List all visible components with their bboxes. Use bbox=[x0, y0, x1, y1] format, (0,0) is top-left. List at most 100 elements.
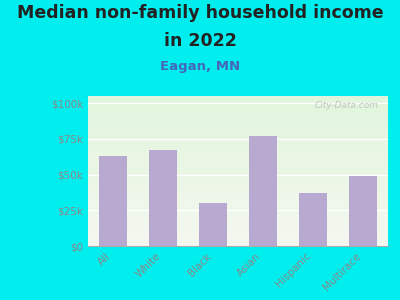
Bar bbox=[88, 116, 388, 117]
Bar bbox=[88, 168, 388, 170]
Bar bbox=[88, 189, 388, 190]
Bar bbox=[199, 203, 227, 246]
Bar bbox=[88, 196, 388, 198]
Bar bbox=[88, 124, 388, 126]
Bar bbox=[88, 154, 388, 156]
Bar bbox=[88, 148, 388, 150]
Bar bbox=[88, 238, 388, 240]
Bar bbox=[88, 194, 388, 195]
Bar bbox=[88, 159, 388, 160]
Bar bbox=[88, 152, 388, 153]
Bar bbox=[88, 130, 388, 132]
Bar bbox=[88, 243, 388, 244]
Bar bbox=[88, 102, 388, 104]
Bar bbox=[88, 96, 388, 98]
Bar bbox=[88, 108, 388, 110]
Bar bbox=[88, 244, 388, 246]
Bar bbox=[88, 142, 388, 144]
Bar bbox=[88, 198, 388, 200]
Bar bbox=[88, 207, 388, 208]
Bar bbox=[88, 230, 388, 231]
Bar bbox=[88, 117, 388, 118]
Text: City-Data.com: City-Data.com bbox=[315, 100, 379, 109]
Bar bbox=[88, 200, 388, 201]
Bar bbox=[88, 112, 388, 114]
Bar bbox=[88, 98, 388, 99]
Bar bbox=[88, 226, 388, 228]
Bar bbox=[88, 240, 388, 242]
Bar bbox=[88, 220, 388, 222]
Bar bbox=[88, 150, 388, 152]
Bar bbox=[88, 140, 388, 141]
Bar bbox=[88, 219, 388, 220]
Bar bbox=[88, 146, 388, 147]
Bar bbox=[88, 212, 388, 213]
Bar bbox=[88, 228, 388, 230]
Bar bbox=[88, 182, 388, 183]
Bar bbox=[88, 184, 388, 186]
Bar bbox=[149, 150, 177, 246]
Bar bbox=[88, 138, 388, 140]
Bar bbox=[88, 216, 388, 218]
Bar bbox=[88, 188, 388, 189]
Bar bbox=[88, 136, 388, 138]
Bar bbox=[88, 232, 388, 234]
Bar bbox=[88, 118, 388, 120]
Bar bbox=[88, 153, 388, 154]
Bar bbox=[88, 100, 388, 102]
Bar bbox=[88, 186, 388, 188]
Bar bbox=[88, 158, 388, 159]
Bar bbox=[88, 160, 388, 162]
Bar bbox=[88, 105, 388, 106]
Bar bbox=[88, 171, 388, 172]
Bar bbox=[88, 147, 388, 148]
Bar bbox=[88, 132, 388, 134]
Bar bbox=[88, 122, 388, 123]
Bar bbox=[88, 120, 388, 122]
Bar bbox=[88, 236, 388, 237]
Bar bbox=[88, 176, 388, 177]
Bar bbox=[88, 174, 388, 176]
Bar bbox=[88, 210, 388, 212]
Bar bbox=[88, 128, 388, 129]
Bar bbox=[88, 204, 388, 206]
Bar bbox=[88, 165, 388, 166]
Bar bbox=[88, 106, 388, 108]
Bar bbox=[88, 144, 388, 146]
Bar bbox=[88, 99, 388, 100]
Bar bbox=[88, 103, 388, 105]
Bar bbox=[88, 126, 388, 128]
Bar bbox=[88, 225, 388, 226]
Bar bbox=[88, 190, 388, 192]
Bar bbox=[99, 156, 127, 246]
Bar bbox=[88, 206, 388, 207]
Bar bbox=[88, 135, 388, 136]
Bar bbox=[249, 136, 277, 246]
Bar bbox=[88, 234, 388, 236]
Bar bbox=[88, 224, 388, 225]
Bar bbox=[88, 242, 388, 243]
Bar bbox=[88, 180, 388, 182]
Bar bbox=[88, 237, 388, 238]
Bar bbox=[88, 195, 388, 196]
Bar bbox=[299, 193, 327, 246]
Bar bbox=[88, 110, 388, 111]
Bar bbox=[88, 214, 388, 216]
Bar bbox=[88, 111, 388, 112]
Bar bbox=[88, 134, 388, 135]
Bar bbox=[88, 141, 388, 142]
Bar bbox=[88, 172, 388, 174]
Text: in 2022: in 2022 bbox=[164, 32, 236, 50]
Bar bbox=[88, 177, 388, 178]
Text: Eagan, MN: Eagan, MN bbox=[160, 60, 240, 73]
Bar bbox=[88, 222, 388, 224]
Bar bbox=[88, 213, 388, 214]
Bar bbox=[88, 201, 388, 202]
Bar bbox=[88, 156, 388, 158]
Bar bbox=[88, 114, 388, 116]
Bar bbox=[88, 218, 388, 219]
Bar bbox=[88, 162, 388, 164]
Bar bbox=[88, 129, 388, 130]
Bar bbox=[88, 183, 388, 184]
Bar bbox=[88, 202, 388, 204]
